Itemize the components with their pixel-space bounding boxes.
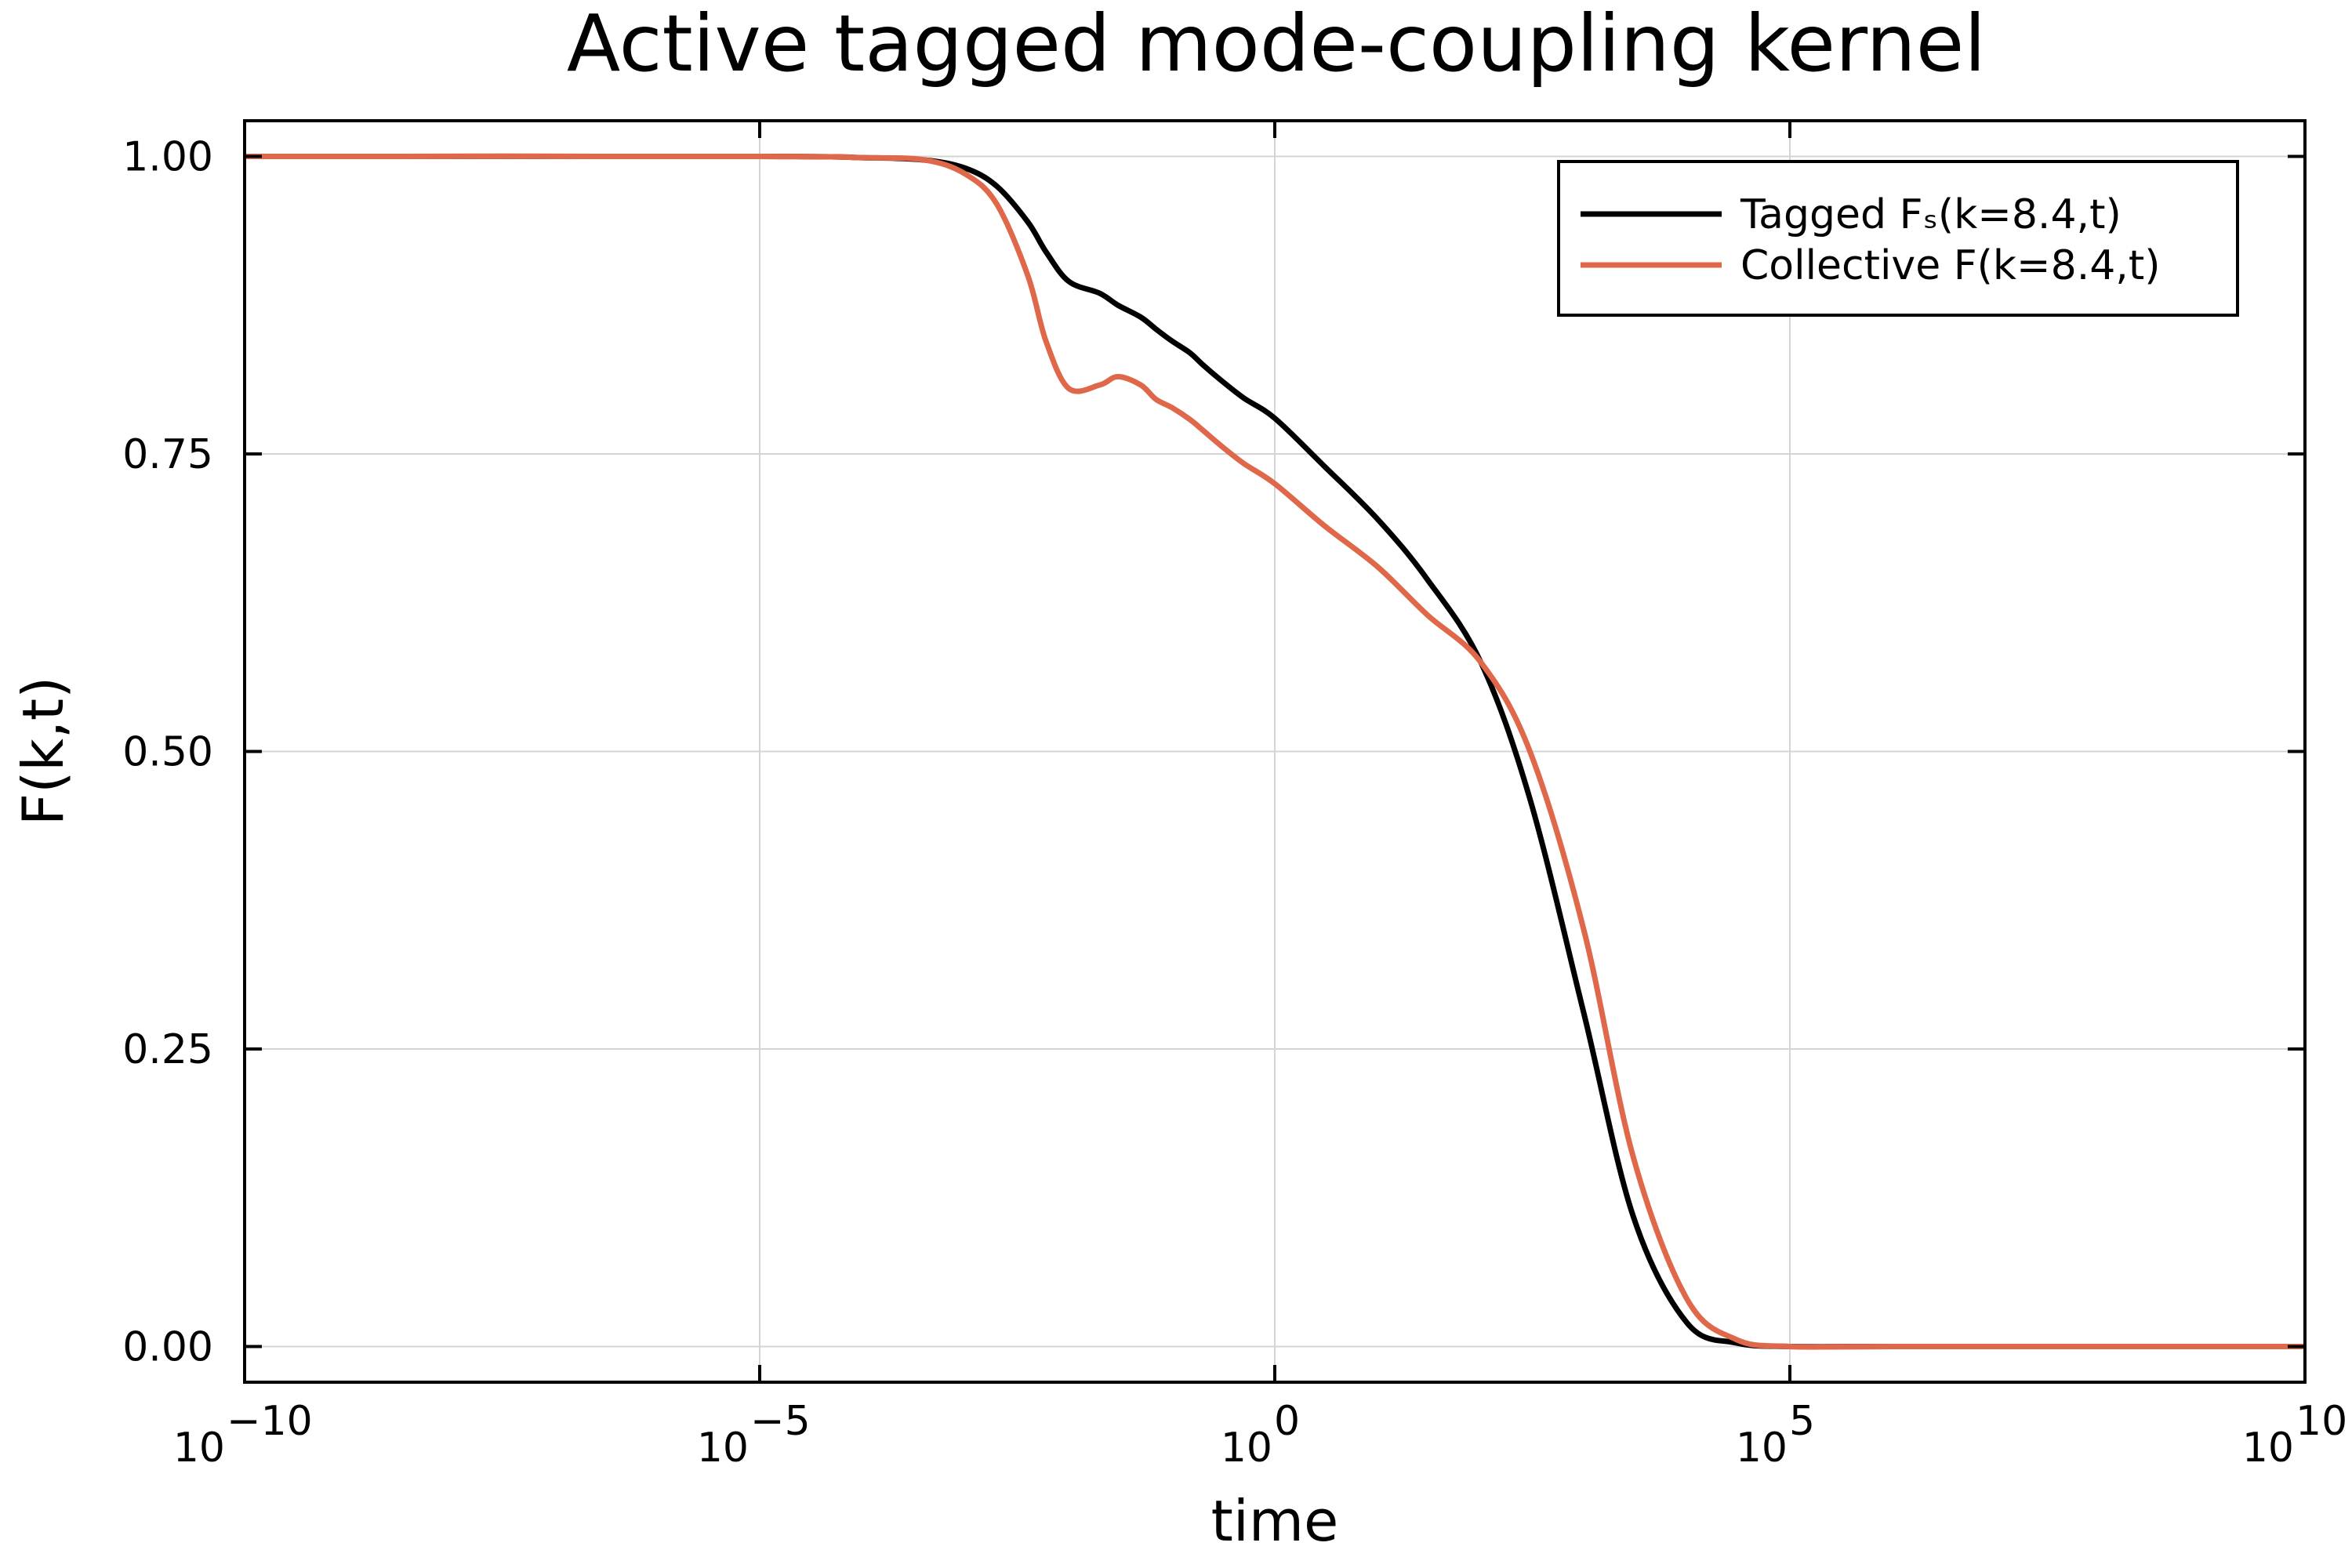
y-tick-label: 1.00	[122, 134, 213, 181]
x-tick-label: 100	[1221, 1398, 1300, 1472]
x-tick-base: 10	[173, 1425, 225, 1472]
y-tick-label: 0.00	[122, 1323, 213, 1370]
x-tick-base: 10	[2242, 1425, 2294, 1472]
x-tick-exponent: 5	[1789, 1398, 1815, 1445]
series-line-collective	[244, 153, 2305, 1350]
y-tick-label: 0.25	[122, 1026, 213, 1073]
chart-title: Active tagged mode-coupling kernel	[567, 0, 1986, 89]
x-tick-exponent: −5	[750, 1398, 811, 1445]
x-tick-exponent: 0	[1274, 1398, 1300, 1445]
series-layer	[244, 153, 2305, 1350]
y-tick-label: 0.75	[122, 431, 213, 478]
x-tick-label: 10−5	[697, 1398, 811, 1472]
x-tick-base: 10	[1736, 1425, 1788, 1472]
y-axis-label: F(k,t)	[10, 677, 76, 826]
legend: Tagged Fₛ(k=8.4,t) Collective F(k=8.4,t)	[1557, 160, 2239, 317]
x-tick-label: 105	[1736, 1398, 1815, 1472]
x-tick-base: 10	[1221, 1425, 1272, 1472]
x-tick-base: 10	[697, 1425, 749, 1472]
legend-box	[1557, 160, 2239, 317]
x-tick-label: 10−10	[173, 1398, 313, 1472]
x-axis-label: time	[1211, 1488, 1339, 1554]
legend-label-tagged: Tagged Fₛ(k=8.4,t)	[1740, 191, 2122, 238]
series-line-tagged	[244, 153, 2305, 1350]
x-tick-exponent: −10	[227, 1398, 313, 1445]
y-tick-label: 0.50	[122, 729, 213, 776]
x-tick-exponent: 10	[2296, 1398, 2347, 1445]
legend-label-collective: Collective F(k=8.4,t)	[1740, 242, 2161, 289]
